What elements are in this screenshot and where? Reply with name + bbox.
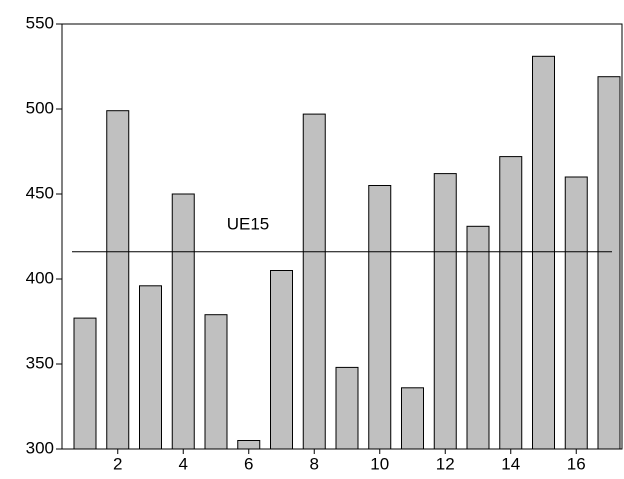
bar <box>401 387 424 450</box>
y-tick-label: 450 <box>26 183 54 202</box>
bar <box>204 314 228 450</box>
bar <box>368 185 392 450</box>
bar <box>335 366 359 450</box>
bar <box>270 270 293 450</box>
y-tick-label: 400 <box>26 268 54 287</box>
bar <box>139 285 162 450</box>
x-tick-label: 6 <box>244 454 253 473</box>
bar <box>237 440 261 450</box>
bar <box>597 76 621 450</box>
x-tick-label: 8 <box>310 454 319 473</box>
bar <box>564 176 588 450</box>
bar <box>302 113 326 450</box>
x-tick-label: 10 <box>370 454 389 473</box>
reference-label: UE15 <box>227 214 270 233</box>
x-tick-label: 2 <box>113 454 122 473</box>
bar <box>171 193 195 450</box>
y-tick-label: 300 <box>26 438 54 457</box>
bar <box>532 55 555 450</box>
y-tick-label: 350 <box>26 353 54 372</box>
bar <box>499 156 523 450</box>
y-tick-label: 500 <box>26 98 54 117</box>
x-tick-label: 12 <box>436 454 455 473</box>
bar <box>466 225 490 450</box>
bar <box>73 317 97 450</box>
bar <box>433 173 457 450</box>
x-tick-label: 14 <box>501 454 520 473</box>
x-tick-label: 16 <box>567 454 586 473</box>
bar <box>106 110 130 450</box>
x-tick-label: 4 <box>179 454 188 473</box>
y-tick-label: 550 <box>26 13 54 32</box>
